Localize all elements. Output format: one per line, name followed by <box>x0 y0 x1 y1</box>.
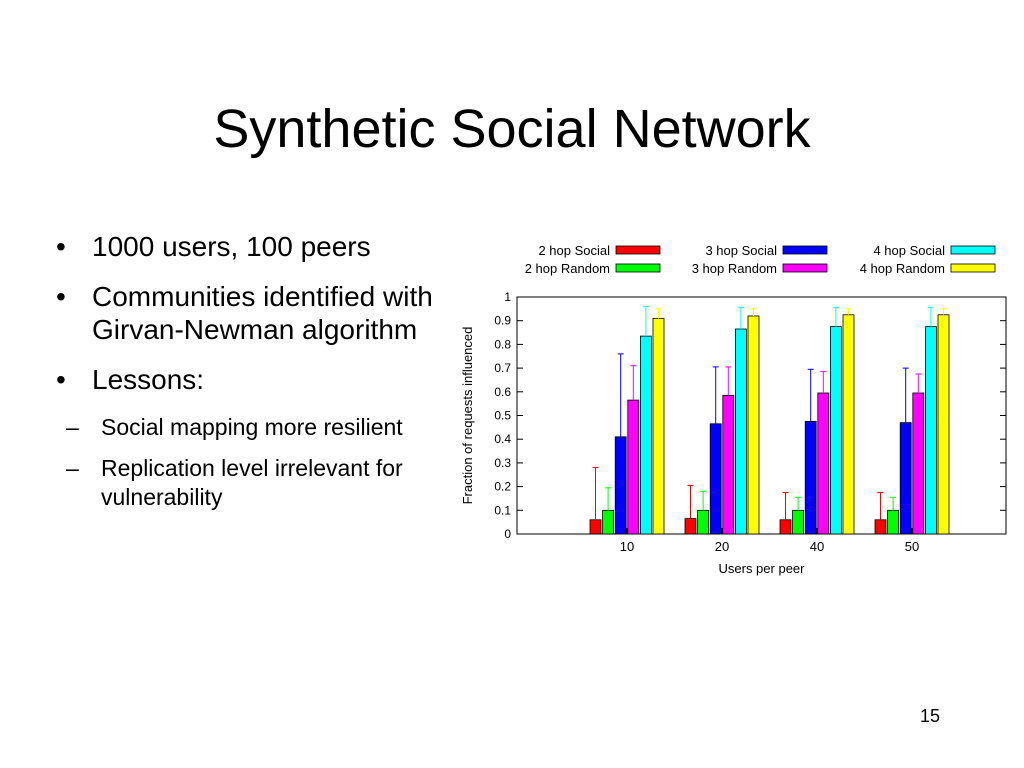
x-tick-label: 40 <box>810 539 824 554</box>
legend-swatch <box>615 245 661 255</box>
bar <box>842 314 855 535</box>
y-tick-label: 0 <box>504 527 511 541</box>
x-tick-label: 10 <box>620 539 634 554</box>
x-axis-label: Users per peer <box>719 561 806 576</box>
y-tick-label: 0.6 <box>494 385 511 399</box>
y-tick-label: 0.1 <box>494 503 511 517</box>
y-tick-label: 0.3 <box>494 456 511 470</box>
bullet-mark: • <box>56 231 66 262</box>
bullet-item: • 1000 users, 100 peers <box>56 230 456 263</box>
subbullet-text: Social mapping more resilient <box>101 414 403 440</box>
y-tick-label: 1 <box>504 290 511 304</box>
bar <box>709 423 722 535</box>
subbullet-item: – Social mapping more resilient <box>56 413 456 442</box>
subbullet-item: – Replication level irrelevant for vulne… <box>56 454 456 512</box>
bar <box>652 317 665 535</box>
bullet-mark: • <box>56 364 66 395</box>
page-number: 15 <box>919 706 940 726</box>
legend-label: 4 hop Random <box>860 261 945 276</box>
bar <box>734 328 747 535</box>
subbullet-mark: – <box>66 414 79 440</box>
legend-label: 3 hop Social <box>705 243 777 258</box>
bar <box>639 335 652 535</box>
legend-label: 4 hop Social <box>873 243 945 258</box>
subbullet-mark: – <box>66 455 79 481</box>
bar <box>912 392 925 535</box>
bullet-item: • Lessons: <box>56 363 456 396</box>
bullet-text: Communities identified with Girvan-Newma… <box>92 281 433 345</box>
bullet-text: 1000 users, 100 peers <box>92 231 371 262</box>
bar <box>722 394 735 535</box>
y-tick-label: 0.4 <box>494 432 511 446</box>
y-tick-label: 0.7 <box>494 361 511 375</box>
legend-label: 3 hop Random <box>692 261 777 276</box>
bar <box>937 314 950 535</box>
legend-swatch <box>950 263 996 273</box>
bar <box>747 315 760 535</box>
bar <box>924 326 937 535</box>
bar <box>829 326 842 535</box>
slide-title: Synthetic Social Network <box>213 99 811 159</box>
bar <box>627 399 640 535</box>
x-tick-label: 50 <box>905 539 919 554</box>
subbullet-list: – Social mapping more resilient – Replic… <box>56 413 456 512</box>
legend-swatch <box>950 245 996 255</box>
bar <box>792 509 805 535</box>
legend-label: 2 hop Social <box>538 243 610 258</box>
bar <box>817 392 830 535</box>
bar <box>697 509 710 535</box>
y-axis-label: Fraction of requests influenced <box>460 327 475 505</box>
y-tick-label: 0.2 <box>494 480 511 494</box>
y-tick-label: 0.8 <box>494 337 511 351</box>
legend-swatch <box>782 263 828 273</box>
legend-swatch <box>615 263 661 273</box>
bar <box>804 421 817 535</box>
legend-label: 2 hop Random <box>525 261 610 276</box>
y-tick-label: 0.9 <box>494 314 511 328</box>
bar <box>602 509 615 535</box>
bar <box>779 519 792 535</box>
bullet-mark: • <box>56 281 66 312</box>
bullet-item: • Communities identified with Girvan-New… <box>56 280 456 346</box>
bar-chart: 2 hop Social 2 hop Random 3 hop Social 3 ho… <box>460 243 1007 576</box>
y-tick-label: 0.5 <box>494 409 511 423</box>
bullet-list: • 1000 users, 100 peers • Communities id… <box>56 230 456 524</box>
bar <box>684 518 697 535</box>
bar <box>887 509 900 535</box>
bullet-text: Lessons: <box>92 364 205 395</box>
legend-swatch <box>782 245 828 255</box>
bar <box>899 422 912 535</box>
bar <box>589 519 602 535</box>
subbullet-text: Replication level irrelevant for vulnera… <box>101 455 403 510</box>
bar <box>874 519 887 535</box>
bar <box>614 436 627 535</box>
x-tick-label: 20 <box>715 539 729 554</box>
